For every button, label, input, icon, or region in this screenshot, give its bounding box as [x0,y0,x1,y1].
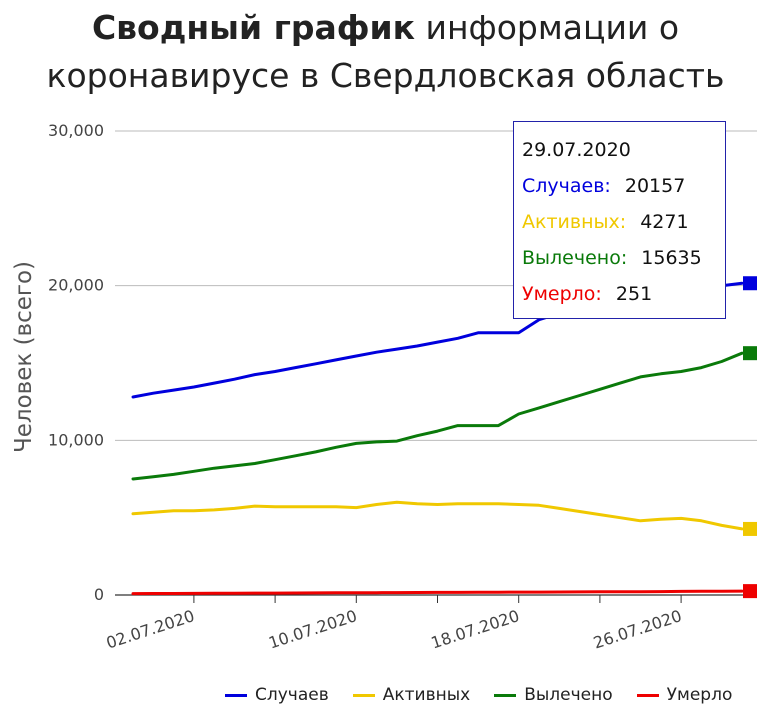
tooltip-label-deaths: Умерло: [522,283,602,305]
y-tick-label: 0 [94,585,104,604]
x-tick-label: 10.07.2020 [266,606,359,652]
x-tick-label: 18.07.2020 [429,606,522,652]
series-line-deaths[interactable] [131,589,744,596]
legend-label-cases: Случаев [255,685,329,705]
y-tick-label: 10,000 [48,430,104,449]
chart-title-rest: информации о коронавирусе в Свердловская… [46,8,725,95]
legend-label-deaths: Умерло [666,685,733,705]
legend-label-active: Активных [382,685,471,705]
x-tick-label: 02.07.2020 [104,606,197,652]
tooltip-label-recovered: Вылечено: [522,247,628,269]
tooltip-row-recovered: Вылечено: 15635 [522,240,725,276]
y-tick-label: 30,000 [48,121,104,140]
tooltip-date: 29.07.2020 [522,139,631,161]
y-tick-label: 20,000 [48,276,104,295]
tooltip-row-deaths: Умерло: 251 [522,276,725,312]
tooltip-value-active: 4271 [640,211,689,233]
tooltip: 29.07.2020 Случаев: 20157 Активных: 4271… [513,121,726,319]
tooltip-label-cases: Случаев: [522,175,611,197]
chart-title-bold: Сводный график [91,8,416,47]
legend-swatch-cases [225,693,247,697]
tooltip-value-deaths: 251 [615,283,653,305]
legend-item-cases[interactable]: Случаев [225,685,329,705]
series-line-recovered[interactable] [131,351,744,481]
chart-title: Сводный график информации о коронавирусе… [0,4,771,100]
series-markers [743,276,757,599]
legend-label-recovered: Вылечено [524,685,613,705]
x-tick-label: 26.07.2020 [591,606,684,652]
series-marker-deaths[interactable] [743,584,757,599]
tooltip-value-cases: 20157 [624,175,686,197]
legend-item-recovered[interactable]: Вылечено [494,685,613,705]
legend-swatch-active [352,693,375,697]
y-axis-ticks: 0 10,000 20,000 30,000 [48,121,104,604]
series-line-active[interactable] [131,500,744,531]
tooltip-row-active: Активных: 4271 [522,204,725,240]
tooltip-value-recovered: 15635 [641,247,702,269]
legend: Случаев Активных Вылечено Умерло [225,681,732,709]
legend-item-active[interactable]: Активных [352,685,471,705]
legend-swatch-deaths [636,693,659,697]
tooltip-label-active: Активных: [522,211,627,233]
series-marker-cases[interactable] [743,276,757,291]
series-lines [131,281,744,596]
series-marker-active[interactable] [743,521,757,536]
y-axis-title: Человек (всего) [11,261,37,453]
x-axis-ticks: 02.07.2020 10.07.2020 18.07.2020 26.07.2020 [104,595,684,653]
legend-item-deaths[interactable]: Умерло [636,685,733,705]
legend-swatch-recovered [494,693,517,697]
series-marker-recovered[interactable] [743,346,757,361]
tooltip-row-cases: Случаев: 20157 [522,168,725,204]
